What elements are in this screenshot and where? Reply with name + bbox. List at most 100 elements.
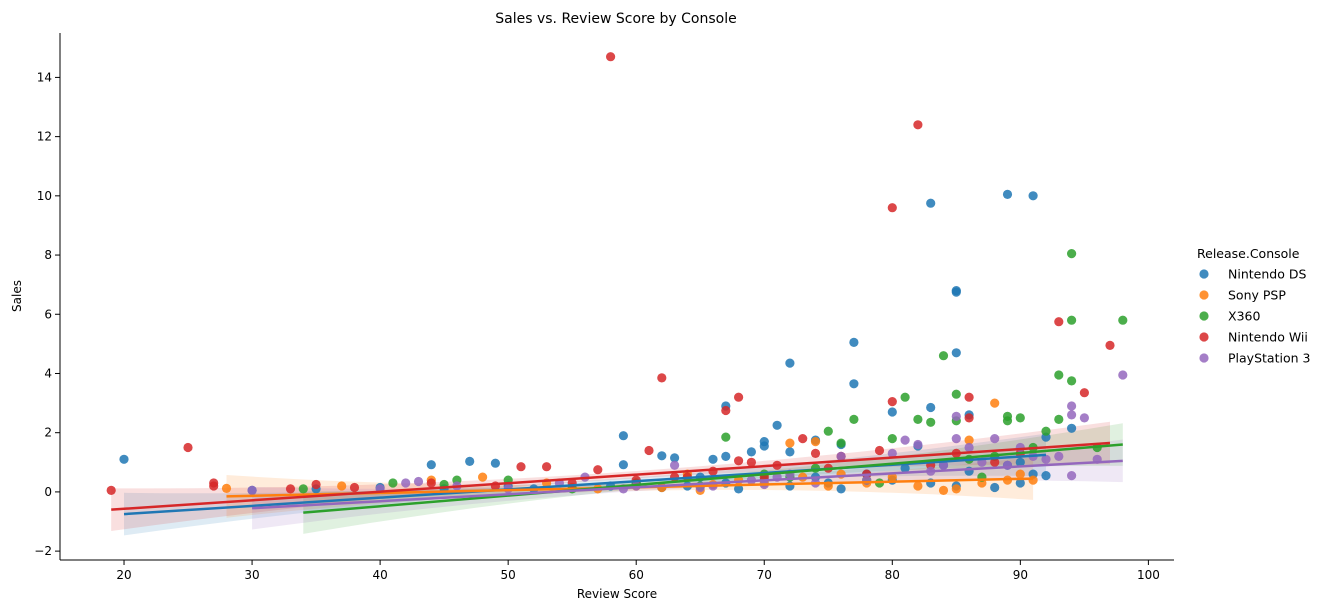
- data-point: [1002, 460, 1013, 470]
- x-tick-label: 60: [629, 568, 644, 582]
- data-point: [413, 476, 424, 487]
- data-point: [298, 484, 308, 494]
- data-point: [1028, 475, 1038, 485]
- data-point: [1041, 454, 1051, 464]
- y-tick-label: 0: [44, 485, 52, 499]
- trend-line: [303, 443, 1123, 514]
- data-point: [734, 392, 744, 402]
- y-tick-label: 10: [37, 189, 52, 203]
- data-point: [1067, 401, 1077, 411]
- y-tick-label: −2: [34, 544, 52, 558]
- x-tick-label: 90: [1013, 568, 1028, 582]
- data-point: [836, 451, 846, 461]
- data-point: [951, 287, 961, 297]
- data-point: [772, 420, 782, 430]
- data-point: [900, 463, 910, 473]
- data-point: [849, 414, 859, 424]
- data-point: [785, 447, 795, 457]
- data-point: [349, 482, 360, 493]
- data-point: [337, 481, 347, 491]
- data-point: [887, 407, 897, 417]
- data-point: [1002, 189, 1013, 199]
- data-point: [1067, 471, 1077, 481]
- x-tick-label: 70: [757, 568, 772, 582]
- data-point: [746, 457, 757, 467]
- trend-line: [111, 441, 1111, 511]
- legend-label: Sony PSP: [1228, 288, 1286, 303]
- data-point: [1002, 416, 1013, 426]
- data-point: [913, 120, 923, 130]
- x-tick-label: 100: [1137, 568, 1160, 582]
- y-tick-label: 6: [44, 307, 52, 321]
- legend-marker: [1199, 269, 1209, 279]
- data-point: [990, 482, 1000, 493]
- x-axis-label: Review Score: [577, 587, 657, 601]
- data-point: [221, 483, 232, 493]
- data-point: [708, 466, 718, 476]
- data-point: [657, 451, 667, 461]
- data-point: [836, 438, 846, 448]
- y-tick-label: 4: [44, 366, 52, 380]
- y-tick-label: 12: [37, 130, 52, 144]
- data-point: [401, 478, 411, 488]
- data-point: [1054, 317, 1064, 327]
- x-tick-label: 30: [244, 568, 259, 582]
- data-point: [721, 451, 731, 461]
- data-point: [926, 198, 936, 208]
- data-point: [990, 398, 1000, 408]
- data-point: [964, 413, 974, 423]
- data-point: [1054, 451, 1064, 461]
- data-point: [951, 411, 961, 421]
- data-point: [1015, 442, 1025, 453]
- data-point: [1118, 370, 1128, 380]
- data-point: [657, 373, 667, 383]
- data-point: [938, 460, 949, 470]
- legend-marker: [1199, 290, 1209, 300]
- data-point: [106, 485, 116, 495]
- data-point: [990, 457, 1000, 467]
- data-point: [1015, 478, 1025, 488]
- trend-line: [252, 459, 1123, 510]
- y-axis-ticks: −2 0 2 4 6 8 10 12 14: [34, 70, 60, 558]
- data-point: [1067, 410, 1077, 420]
- data-point: [1041, 471, 1051, 481]
- legend-title: Release.Console: [1197, 246, 1300, 261]
- data-point: [1028, 191, 1038, 201]
- x-tick-label: 40: [372, 568, 387, 582]
- data-point: [926, 417, 936, 427]
- data-point: [1015, 457, 1025, 467]
- legend-label: X360: [1228, 309, 1260, 324]
- data-point: [1067, 423, 1077, 433]
- legend-marker: [1199, 311, 1209, 321]
- legend-marker: [1199, 332, 1209, 342]
- data-point: [311, 479, 321, 490]
- data-point: [670, 460, 680, 470]
- legend-label: Nintendo Wii: [1228, 330, 1308, 345]
- data-point: [951, 348, 961, 358]
- data-point: [644, 445, 654, 456]
- data-point: [810, 437, 821, 447]
- y-tick-label: 8: [44, 248, 52, 262]
- data-point: [887, 472, 897, 482]
- trend-lines: [111, 441, 1123, 516]
- data-point: [874, 445, 885, 456]
- data-point: [247, 485, 257, 495]
- data-point: [951, 484, 961, 494]
- y-tick-label: 14: [37, 70, 52, 84]
- data-point: [990, 434, 1000, 444]
- data-point: [542, 462, 552, 472]
- data-point: [785, 358, 795, 368]
- data-point: [913, 439, 923, 450]
- data-point: [1054, 370, 1064, 380]
- data-point: [516, 462, 526, 472]
- data-point: [913, 481, 923, 491]
- data-point: [721, 405, 731, 416]
- data-point: [490, 458, 500, 468]
- chart-title: Sales vs. Review Score by Console: [495, 11, 736, 27]
- data-point: [926, 402, 936, 413]
- data-point: [887, 448, 897, 458]
- data-point: [721, 432, 731, 442]
- data-point: [285, 484, 296, 494]
- data-point: [465, 456, 475, 466]
